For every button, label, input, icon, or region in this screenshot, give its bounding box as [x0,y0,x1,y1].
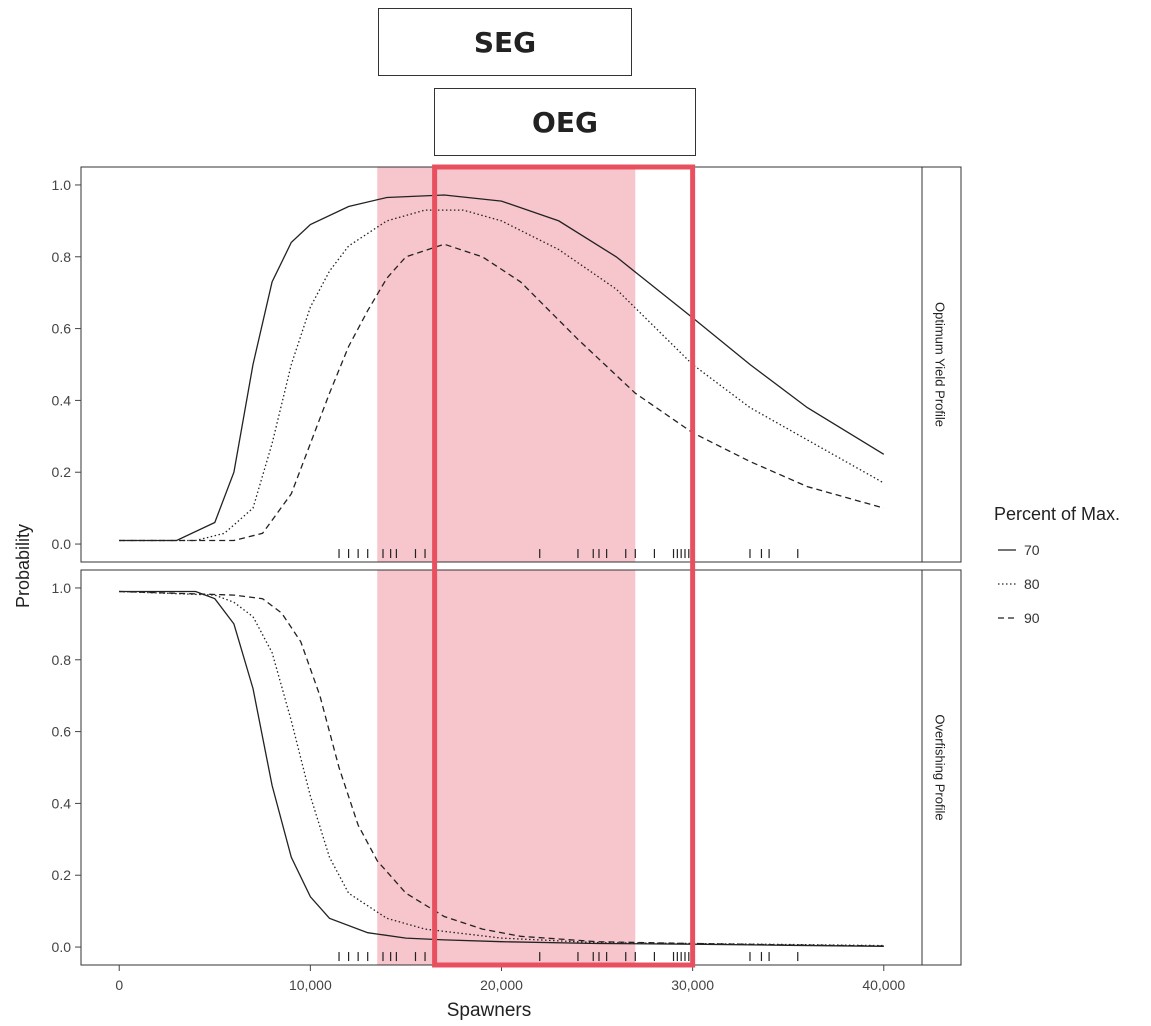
x-tick-label: 30,000 [671,977,714,993]
seg-label: SEG [473,25,537,59]
x-tick-label: 20,000 [480,977,523,993]
oeg-label: OEG [532,105,598,139]
y-tick-label: 1.0 [52,177,72,193]
x-tick-label: 10,000 [289,977,332,993]
seg-shading-panel-2 [377,570,636,965]
legend-label-80: 80 [1024,576,1040,592]
panel-frames [80,166,962,966]
y-tick-label: 0.0 [52,939,72,955]
strip-label-1: Optimum Yield Profile [933,302,948,427]
strip-box-1 [921,166,962,563]
y-tick-label: 0.4 [52,795,72,811]
series-line-70-panel-2 [119,590,884,947]
legend: Percent of Max. 70 80 90 [994,504,1120,626]
axes: 0.0 0.2 0.4 0.6 0.8 1.0 0.0 0.2 0.4 0.6 0.8 1.0 0 10,… [52,177,906,993]
series-lines [119,194,885,947]
oeg-highlight-layer [432,164,696,968]
y-tick-label: 0.4 [52,392,72,408]
y-tick-label: 0.0 [52,536,72,552]
x-axis-title: Spawners [447,1000,532,1021]
y-tick-label: 0.6 [52,321,72,337]
strip-box-2 [921,569,962,966]
y-tick-label: 0.2 [52,867,72,883]
y-tick-label: 0.8 [52,249,72,265]
legend-label-90: 90 [1024,610,1040,626]
y-tick-label: 0.2 [52,464,72,480]
y-axis-title: Probability [13,524,33,608]
strip-label-2: Overfishing Profile [933,714,948,820]
seg-label-box: SEG [378,8,632,76]
series-line-80-panel-2 [119,590,884,947]
series-line-70-panel-1 [119,194,885,542]
y-tick-label: 0.6 [52,724,72,740]
y-tick-label: 1.0 [52,580,72,596]
legend-label-70: 70 [1024,542,1040,558]
legend-title: Percent of Max. [994,504,1120,524]
series-line-80-panel-1 [119,209,885,542]
x-tick-label: 0 [115,977,123,993]
oeg-label-box: OEG [434,88,696,156]
strip-labels: Optimum Yield Profile Overfishing Profile [933,302,948,821]
x-tick-label: 40,000 [862,977,905,993]
goal-shading-layer [377,167,636,965]
series-line-90-panel-2 [119,590,884,947]
seg-shading-panel-1 [377,167,636,562]
oeg-highlight-rect [432,164,696,968]
y-tick-label: 0.8 [52,652,72,668]
